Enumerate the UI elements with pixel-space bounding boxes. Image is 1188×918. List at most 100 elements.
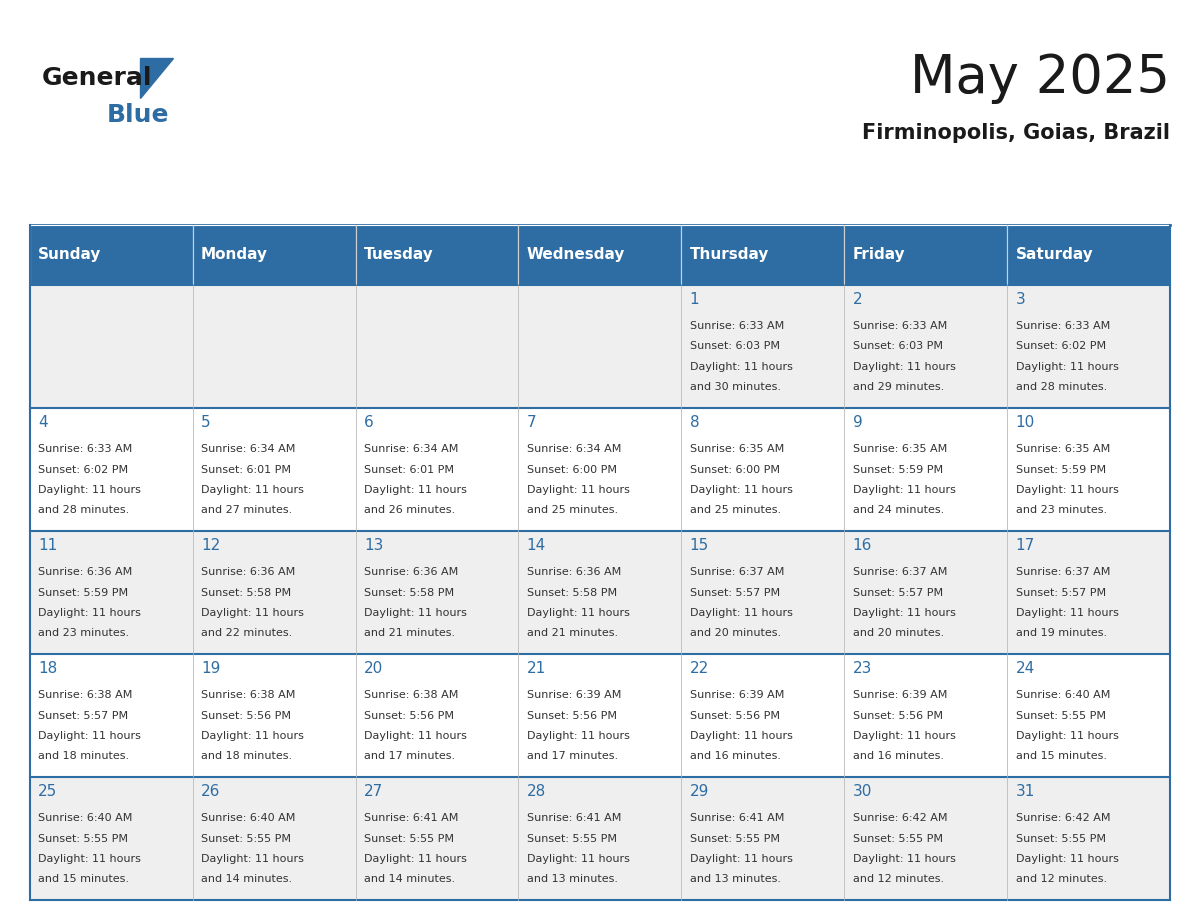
Bar bbox=[30, 225, 192, 285]
Text: Sunset: 5:55 PM: Sunset: 5:55 PM bbox=[201, 834, 291, 844]
Text: Sunset: 6:00 PM: Sunset: 6:00 PM bbox=[526, 465, 617, 475]
Text: Daylight: 11 hours: Daylight: 11 hours bbox=[853, 485, 955, 495]
Text: Daylight: 11 hours: Daylight: 11 hours bbox=[1016, 854, 1118, 864]
Text: Daylight: 11 hours: Daylight: 11 hours bbox=[1016, 362, 1118, 372]
Bar bbox=[682, 777, 845, 900]
Text: 29: 29 bbox=[690, 784, 709, 799]
Text: 26: 26 bbox=[201, 784, 220, 799]
Text: Sunrise: 6:41 AM: Sunrise: 6:41 AM bbox=[690, 813, 784, 823]
Text: 4: 4 bbox=[38, 415, 48, 430]
Text: and 18 minutes.: and 18 minutes. bbox=[38, 751, 129, 761]
Text: Sunset: 5:55 PM: Sunset: 5:55 PM bbox=[526, 834, 617, 844]
Text: Daylight: 11 hours: Daylight: 11 hours bbox=[201, 485, 304, 495]
Text: and 14 minutes.: and 14 minutes. bbox=[364, 874, 455, 884]
Text: Daylight: 11 hours: Daylight: 11 hours bbox=[853, 731, 955, 741]
Text: Daylight: 11 hours: Daylight: 11 hours bbox=[690, 608, 792, 618]
Text: Sunrise: 6:37 AM: Sunrise: 6:37 AM bbox=[690, 567, 784, 577]
Text: and 21 minutes.: and 21 minutes. bbox=[364, 628, 455, 638]
Text: Daylight: 11 hours: Daylight: 11 hours bbox=[364, 731, 467, 741]
Text: Sunrise: 6:34 AM: Sunrise: 6:34 AM bbox=[364, 444, 459, 454]
Text: and 19 minutes.: and 19 minutes. bbox=[1016, 628, 1107, 638]
Bar bbox=[518, 531, 682, 654]
Text: 5: 5 bbox=[201, 415, 210, 430]
Text: Blue: Blue bbox=[107, 103, 170, 127]
Bar bbox=[30, 285, 192, 408]
Text: Daylight: 11 hours: Daylight: 11 hours bbox=[38, 731, 141, 741]
Text: Sunset: 5:55 PM: Sunset: 5:55 PM bbox=[853, 834, 942, 844]
Bar bbox=[30, 531, 192, 654]
Text: 20: 20 bbox=[364, 661, 383, 676]
Text: Sunrise: 6:41 AM: Sunrise: 6:41 AM bbox=[364, 813, 459, 823]
Text: and 17 minutes.: and 17 minutes. bbox=[526, 751, 618, 761]
Bar bbox=[845, 285, 1007, 408]
Text: Daylight: 11 hours: Daylight: 11 hours bbox=[1016, 731, 1118, 741]
Text: Daylight: 11 hours: Daylight: 11 hours bbox=[853, 362, 955, 372]
Text: and 18 minutes.: and 18 minutes. bbox=[201, 751, 292, 761]
Text: 6: 6 bbox=[364, 415, 373, 430]
Bar bbox=[355, 654, 518, 777]
Text: Sunset: 5:55 PM: Sunset: 5:55 PM bbox=[1016, 834, 1106, 844]
Text: 8: 8 bbox=[690, 415, 700, 430]
Bar bbox=[682, 654, 845, 777]
Text: Daylight: 11 hours: Daylight: 11 hours bbox=[526, 854, 630, 864]
Bar bbox=[845, 777, 1007, 900]
Text: and 27 minutes.: and 27 minutes. bbox=[201, 505, 292, 515]
Text: Sunrise: 6:36 AM: Sunrise: 6:36 AM bbox=[201, 567, 295, 577]
Bar bbox=[30, 654, 192, 777]
Text: Daylight: 11 hours: Daylight: 11 hours bbox=[201, 731, 304, 741]
Text: and 17 minutes.: and 17 minutes. bbox=[364, 751, 455, 761]
Bar bbox=[518, 285, 682, 408]
Bar bbox=[518, 225, 682, 285]
Text: Sunrise: 6:37 AM: Sunrise: 6:37 AM bbox=[853, 567, 947, 577]
Text: Sunset: 5:55 PM: Sunset: 5:55 PM bbox=[1016, 711, 1106, 721]
Bar bbox=[1007, 777, 1170, 900]
Bar bbox=[30, 408, 192, 531]
Text: 1: 1 bbox=[690, 292, 700, 307]
Text: Sunset: 6:03 PM: Sunset: 6:03 PM bbox=[690, 341, 779, 352]
Bar bbox=[682, 225, 845, 285]
Text: Sunrise: 6:35 AM: Sunrise: 6:35 AM bbox=[853, 444, 947, 454]
Text: Sunset: 5:57 PM: Sunset: 5:57 PM bbox=[853, 588, 943, 598]
Text: Daylight: 11 hours: Daylight: 11 hours bbox=[38, 608, 141, 618]
Text: Thursday: Thursday bbox=[690, 247, 769, 263]
Text: and 21 minutes.: and 21 minutes. bbox=[526, 628, 618, 638]
Bar bbox=[355, 408, 518, 531]
Text: Sunrise: 6:38 AM: Sunrise: 6:38 AM bbox=[364, 690, 459, 700]
Bar bbox=[845, 408, 1007, 531]
Text: Sunset: 6:03 PM: Sunset: 6:03 PM bbox=[853, 341, 942, 352]
Text: Sunset: 6:01 PM: Sunset: 6:01 PM bbox=[201, 465, 291, 475]
Text: 16: 16 bbox=[853, 538, 872, 553]
Text: Sunrise: 6:41 AM: Sunrise: 6:41 AM bbox=[526, 813, 621, 823]
Text: and 22 minutes.: and 22 minutes. bbox=[201, 628, 292, 638]
Text: 9: 9 bbox=[853, 415, 862, 430]
Text: 27: 27 bbox=[364, 784, 383, 799]
Bar bbox=[682, 285, 845, 408]
Text: Sunrise: 6:36 AM: Sunrise: 6:36 AM bbox=[364, 567, 459, 577]
Text: and 12 minutes.: and 12 minutes. bbox=[853, 874, 943, 884]
Text: and 24 minutes.: and 24 minutes. bbox=[853, 505, 944, 515]
Text: Daylight: 11 hours: Daylight: 11 hours bbox=[526, 731, 630, 741]
Bar bbox=[518, 654, 682, 777]
Bar bbox=[518, 777, 682, 900]
Text: 30: 30 bbox=[853, 784, 872, 799]
Text: Sunset: 5:58 PM: Sunset: 5:58 PM bbox=[364, 588, 454, 598]
Text: Daylight: 11 hours: Daylight: 11 hours bbox=[38, 485, 141, 495]
Text: Saturday: Saturday bbox=[1016, 247, 1093, 263]
Text: Daylight: 11 hours: Daylight: 11 hours bbox=[853, 854, 955, 864]
Text: 17: 17 bbox=[1016, 538, 1035, 553]
Text: and 15 minutes.: and 15 minutes. bbox=[1016, 751, 1106, 761]
Bar bbox=[30, 777, 192, 900]
Text: Tuesday: Tuesday bbox=[364, 247, 434, 263]
Text: and 25 minutes.: and 25 minutes. bbox=[690, 505, 781, 515]
Text: Daylight: 11 hours: Daylight: 11 hours bbox=[201, 854, 304, 864]
Bar bbox=[1007, 225, 1170, 285]
Text: Daylight: 11 hours: Daylight: 11 hours bbox=[364, 854, 467, 864]
Text: Sunrise: 6:33 AM: Sunrise: 6:33 AM bbox=[853, 321, 947, 331]
Text: Sunrise: 6:35 AM: Sunrise: 6:35 AM bbox=[690, 444, 784, 454]
Text: 24: 24 bbox=[1016, 661, 1035, 676]
Text: Sunset: 5:59 PM: Sunset: 5:59 PM bbox=[853, 465, 943, 475]
Text: 11: 11 bbox=[38, 538, 57, 553]
Text: Daylight: 11 hours: Daylight: 11 hours bbox=[690, 362, 792, 372]
Text: Daylight: 11 hours: Daylight: 11 hours bbox=[1016, 485, 1118, 495]
Bar bbox=[192, 225, 355, 285]
